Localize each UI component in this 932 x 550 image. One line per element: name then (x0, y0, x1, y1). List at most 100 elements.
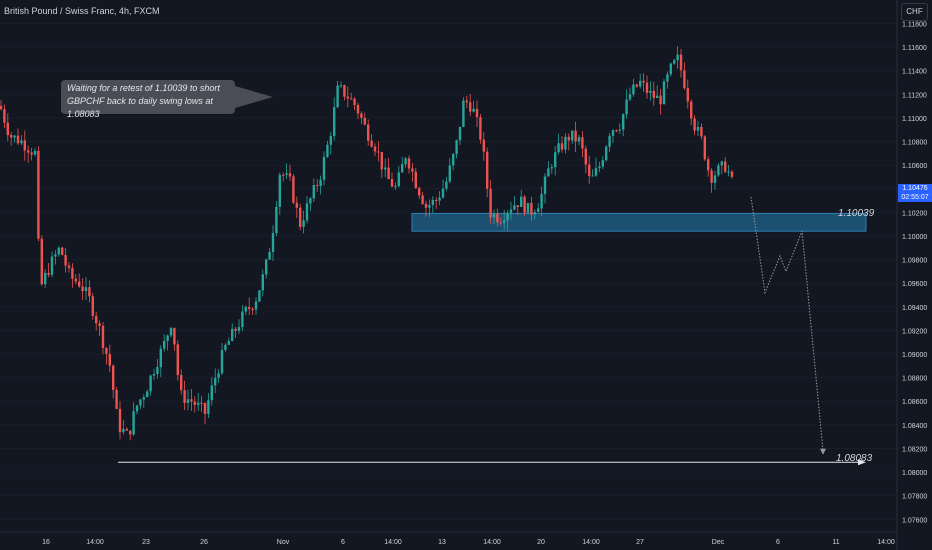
candle-body (81, 286, 84, 292)
candle-body (622, 114, 625, 130)
time-tick-label: 27 (636, 539, 644, 546)
candle-body (401, 164, 404, 173)
candle-body (435, 199, 438, 201)
candle-body (10, 135, 13, 138)
candle-body (394, 186, 397, 188)
candle-body (588, 164, 591, 176)
candle-body (404, 158, 407, 165)
candle-body (594, 168, 598, 176)
candle-body (458, 126, 462, 141)
candle-body (183, 390, 186, 403)
candle-body (163, 341, 166, 349)
price-tick-label: 1.09000 (902, 352, 927, 359)
candle-body (54, 254, 57, 257)
candle-body (118, 408, 122, 433)
candle-body (180, 375, 183, 391)
candle-body (50, 256, 54, 275)
candle-body (13, 135, 16, 138)
candle-body (618, 129, 621, 131)
candle-body (431, 199, 434, 205)
candle-body (98, 323, 101, 326)
candle-body (438, 197, 441, 201)
candle-body (377, 151, 380, 153)
chart-title: British Pound / Swiss Franc, 4h, FXCM (4, 6, 160, 16)
candle-body (23, 140, 26, 151)
candle-body (652, 90, 655, 98)
candle-body (584, 148, 587, 165)
candle-body (472, 108, 475, 112)
candle-body (67, 265, 71, 268)
candle-body (265, 259, 268, 275)
candle-body (598, 166, 601, 169)
candle-body (356, 104, 360, 114)
candle-body (234, 328, 237, 331)
candle-body (445, 181, 448, 189)
candle-body (554, 152, 557, 168)
candle-body (210, 385, 213, 401)
price-tick-label: 1.09800 (902, 258, 927, 265)
candle-body (40, 238, 43, 285)
candle-body (64, 254, 67, 266)
candle-body (88, 287, 91, 297)
time-tick-label: 14:00 (86, 539, 104, 546)
candle-body (465, 100, 468, 103)
candle-body (710, 170, 713, 183)
candle-body (132, 411, 135, 435)
candle-body (139, 399, 142, 406)
candle-body (207, 400, 210, 414)
time-tick-label: 23 (142, 539, 150, 546)
candle-body (169, 327, 173, 336)
candle-body (193, 401, 196, 405)
candle-body (418, 188, 421, 196)
candle-body (560, 143, 564, 150)
candle-body (285, 173, 288, 175)
candle-body (125, 428, 128, 431)
candle-body (486, 151, 489, 189)
price-tick-label: 1.08400 (902, 423, 927, 430)
candle-body (353, 98, 356, 105)
candle-body (261, 274, 264, 291)
candle-body (302, 220, 305, 227)
candle-body (299, 207, 302, 227)
candle-body (360, 113, 363, 118)
candle-body (611, 130, 615, 136)
candle-body (166, 335, 169, 342)
time-tick-label: 11 (832, 539, 839, 546)
time-tick-label: 14:00 (483, 539, 501, 546)
currency-button[interactable]: CHF (901, 3, 928, 21)
time-axis[interactable]: 16 14:00 23 26 Nov 6 14:00 13 14:00 20 14:00 27 Dec 6… (42, 539, 895, 546)
candle-body (176, 344, 179, 376)
candle-body (407, 158, 411, 169)
candle-body (105, 347, 108, 354)
candle-body (615, 130, 618, 132)
candle-body (479, 117, 482, 140)
price-tick-label: 1.08800 (902, 376, 927, 383)
price-axis[interactable]: 1.11800 1.11600 1.11400 1.11200 1.11000 1.108… (902, 21, 927, 524)
candle-body (547, 168, 550, 177)
candle-body (567, 136, 570, 141)
candle-body (724, 161, 727, 172)
price-tick-label: 1.08600 (902, 399, 927, 406)
annotation-callout[interactable]: Waiting for a retest of 1.10039 to short… (61, 80, 235, 119)
candle-body (152, 373, 156, 376)
candle-body (397, 172, 400, 187)
candle-body (343, 85, 346, 97)
candle-body (3, 109, 6, 123)
candle-body (322, 156, 326, 180)
candle-body (292, 176, 295, 203)
candle-body (0, 106, 3, 110)
price-tick-label: 1.11800 (902, 21, 927, 28)
candle-body (666, 74, 669, 82)
candle-body (387, 167, 390, 179)
candle-body (115, 389, 118, 409)
candle-body (448, 165, 451, 182)
candle-body (333, 107, 336, 136)
candle-body (523, 196, 526, 213)
candle-body (703, 136, 706, 160)
candle-body (227, 340, 230, 345)
candle-body (482, 139, 485, 152)
candle-body (214, 377, 217, 386)
time-tick-label: 20 (537, 539, 545, 546)
candle-body (540, 193, 543, 209)
